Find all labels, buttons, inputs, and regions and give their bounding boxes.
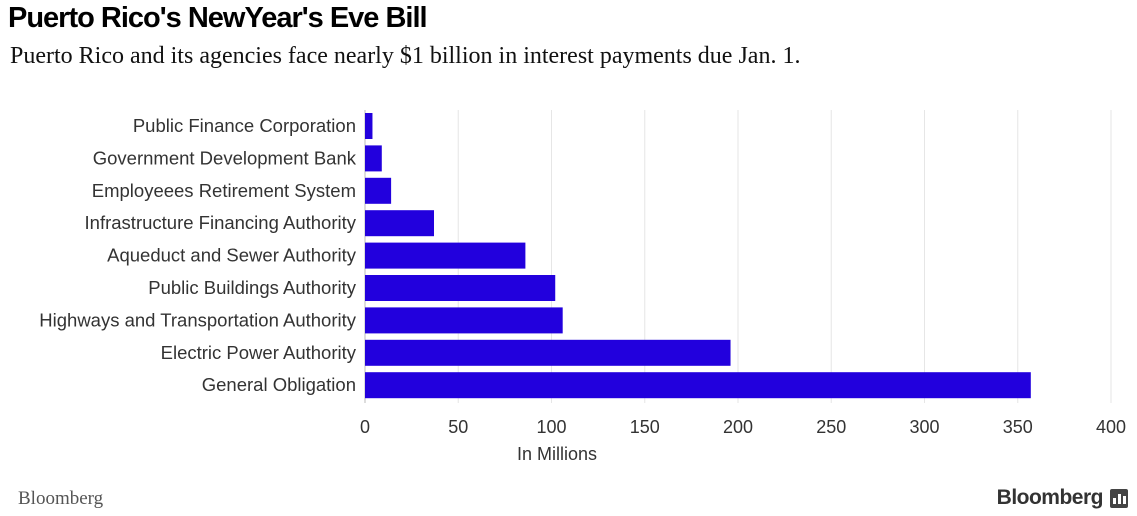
x-tick-label: 100 (536, 417, 566, 437)
x-tick-label: 50 (448, 417, 468, 437)
category-label: Public Finance Corporation (133, 115, 356, 136)
bar (365, 210, 435, 237)
x-tick-label: 400 (1096, 417, 1126, 437)
x-tick-label: 250 (816, 417, 846, 437)
source-label: Bloomberg (18, 488, 104, 509)
x-tick-label: 150 (630, 417, 660, 437)
bar (365, 242, 526, 269)
category-label: General Obligation (202, 374, 356, 395)
bar (365, 339, 731, 366)
category-labels: Public Finance Corporation Government Dev… (39, 115, 356, 395)
x-tick-label: 300 (909, 417, 939, 437)
bar (365, 275, 556, 301)
bar (365, 307, 563, 334)
bars (365, 113, 1031, 399)
bar (365, 372, 1031, 399)
category-label: Employeees Retirement System (92, 180, 356, 201)
x-tick-label: 0 (360, 417, 370, 437)
category-label: Electric Power Authority (161, 342, 357, 363)
x-tick-label: 350 (1003, 417, 1033, 437)
x-axis-label: In Millions (517, 444, 597, 464)
x-tick-label: 200 (723, 417, 753, 437)
category-label: Infrastructure Financing Authority (85, 212, 357, 233)
bloomberg-logo: Bloomberg (996, 486, 1104, 509)
bar-chart: Public Finance Corporation Government Dev… (39, 110, 1126, 464)
bar (365, 113, 373, 139)
category-label: Highways and Transportation Authority (39, 309, 356, 330)
category-label: Public Buildings Authority (148, 277, 356, 298)
bar (365, 177, 392, 204)
x-tick-labels: 0 50 100 150 200 250 300 350 400 (360, 417, 1126, 437)
chart-subtitle: Puerto Rico and its agencies face nearly… (10, 43, 801, 69)
chart-title: Puerto Rico's NewYear's Eve Bill (8, 2, 428, 34)
category-label: Aqueduct and Sewer Authority (107, 245, 357, 266)
bloomberg-chart-icon (1110, 489, 1128, 508)
bar (365, 145, 382, 172)
category-label: Government Development Bank (93, 147, 357, 168)
